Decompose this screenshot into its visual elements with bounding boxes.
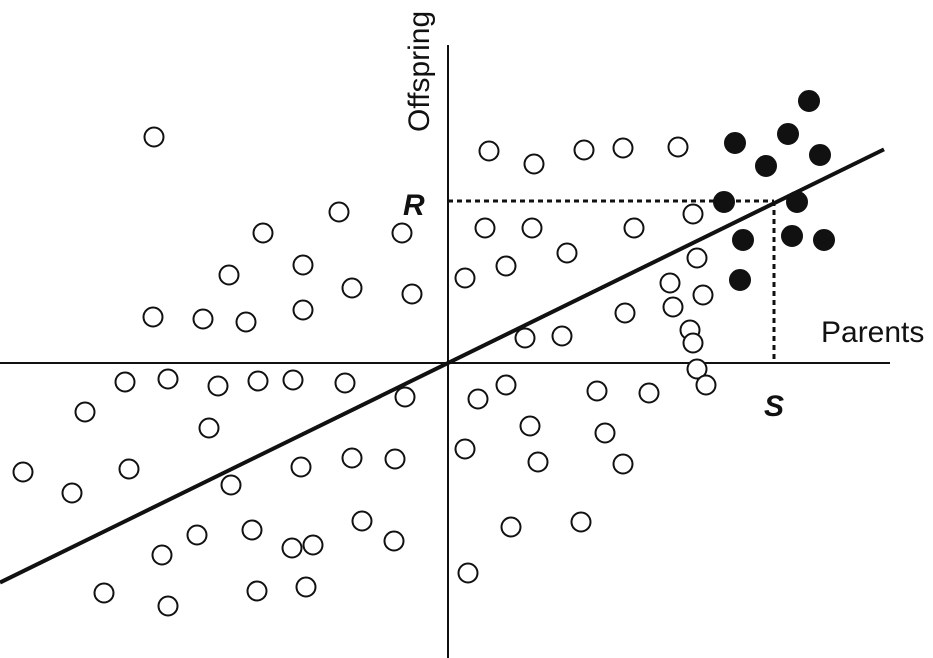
data-point	[686, 358, 708, 380]
annotation-labels: RS	[403, 189, 784, 423]
data-point	[682, 203, 704, 225]
data-point	[401, 283, 423, 305]
data-point	[521, 217, 543, 239]
data-point	[454, 438, 476, 460]
axes	[0, 45, 890, 658]
data-point	[695, 374, 717, 396]
selected-data-point	[777, 123, 799, 145]
response-label: R	[403, 189, 425, 222]
data-point	[328, 201, 350, 223]
data-points	[12, 90, 835, 617]
data-point	[383, 530, 405, 552]
data-point	[334, 372, 356, 394]
data-point	[247, 370, 269, 392]
data-point	[682, 332, 704, 354]
data-point	[281, 537, 303, 559]
data-point	[570, 511, 592, 533]
selected-data-point	[781, 225, 803, 247]
data-point	[157, 595, 179, 617]
data-point	[500, 516, 522, 538]
data-point	[74, 401, 96, 423]
data-point	[252, 222, 274, 244]
data-point	[667, 136, 689, 158]
data-point	[454, 267, 476, 289]
data-point	[341, 447, 363, 469]
data-point	[341, 277, 363, 299]
data-point	[384, 448, 406, 470]
data-point	[686, 247, 708, 269]
selected-data-point	[813, 229, 835, 251]
data-point	[662, 296, 684, 318]
data-point	[302, 534, 324, 556]
data-point	[186, 524, 208, 546]
data-point	[495, 255, 517, 277]
regression-line	[0, 147, 885, 585]
y-axis-label: Offspring	[403, 11, 436, 132]
data-point	[198, 417, 220, 439]
data-point	[157, 368, 179, 390]
data-point	[143, 126, 165, 148]
data-point	[457, 562, 479, 584]
data-point	[612, 137, 634, 159]
data-point	[118, 458, 140, 480]
data-point	[235, 311, 257, 333]
data-point	[474, 217, 496, 239]
data-point	[478, 140, 500, 162]
data-point	[246, 580, 268, 602]
selected-data-point	[729, 269, 751, 291]
selected-data-point	[809, 144, 831, 166]
data-point	[292, 254, 314, 276]
data-point	[586, 380, 608, 402]
data-point	[12, 461, 34, 483]
data-point	[220, 474, 242, 496]
data-point	[692, 284, 714, 306]
data-point	[114, 371, 136, 393]
data-point	[241, 519, 263, 541]
data-point	[551, 325, 573, 347]
data-point	[394, 386, 416, 408]
selected-data-point	[732, 229, 754, 251]
selected-data-point	[713, 191, 735, 213]
data-point	[495, 374, 517, 396]
data-point	[292, 299, 314, 321]
data-point	[659, 272, 681, 294]
selected-data-point	[798, 90, 820, 112]
data-point	[391, 222, 413, 244]
data-point	[61, 482, 83, 504]
data-point	[151, 544, 173, 566]
data-point	[612, 453, 634, 475]
data-point	[351, 510, 373, 532]
data-point	[638, 382, 660, 404]
data-point	[467, 388, 489, 410]
data-point	[523, 153, 545, 175]
data-point	[614, 302, 636, 324]
data-point	[527, 451, 549, 473]
data-point	[192, 308, 214, 330]
data-point	[573, 139, 595, 161]
data-point	[93, 582, 115, 604]
data-point	[514, 327, 536, 349]
data-point	[218, 264, 240, 286]
data-point	[594, 422, 616, 444]
selected-data-point	[755, 155, 777, 177]
selected-data-point	[786, 191, 808, 213]
data-point	[519, 415, 541, 437]
data-point	[623, 217, 645, 239]
selected-data-point	[724, 132, 746, 154]
data-point	[295, 576, 317, 598]
data-point	[207, 375, 229, 397]
x-axis-label: Parents	[821, 316, 924, 349]
selection-label: S	[764, 390, 784, 423]
data-point	[556, 242, 578, 264]
data-point	[282, 369, 304, 391]
data-point	[290, 456, 312, 478]
data-point	[142, 306, 164, 328]
